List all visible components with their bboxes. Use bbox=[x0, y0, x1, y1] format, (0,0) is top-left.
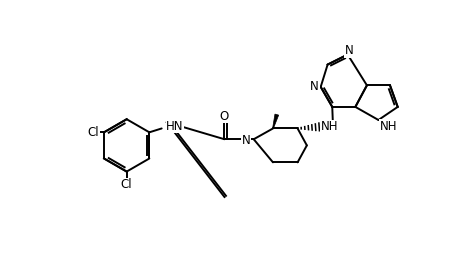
Text: NH: NH bbox=[380, 120, 397, 133]
Text: NH: NH bbox=[321, 121, 338, 133]
Text: Cl: Cl bbox=[121, 178, 133, 191]
Text: N: N bbox=[242, 134, 251, 147]
Text: O: O bbox=[220, 110, 229, 123]
Text: N: N bbox=[310, 80, 319, 93]
Polygon shape bbox=[273, 114, 279, 129]
Text: HN: HN bbox=[166, 120, 184, 133]
Text: N: N bbox=[345, 44, 353, 57]
Text: Cl: Cl bbox=[87, 126, 99, 139]
